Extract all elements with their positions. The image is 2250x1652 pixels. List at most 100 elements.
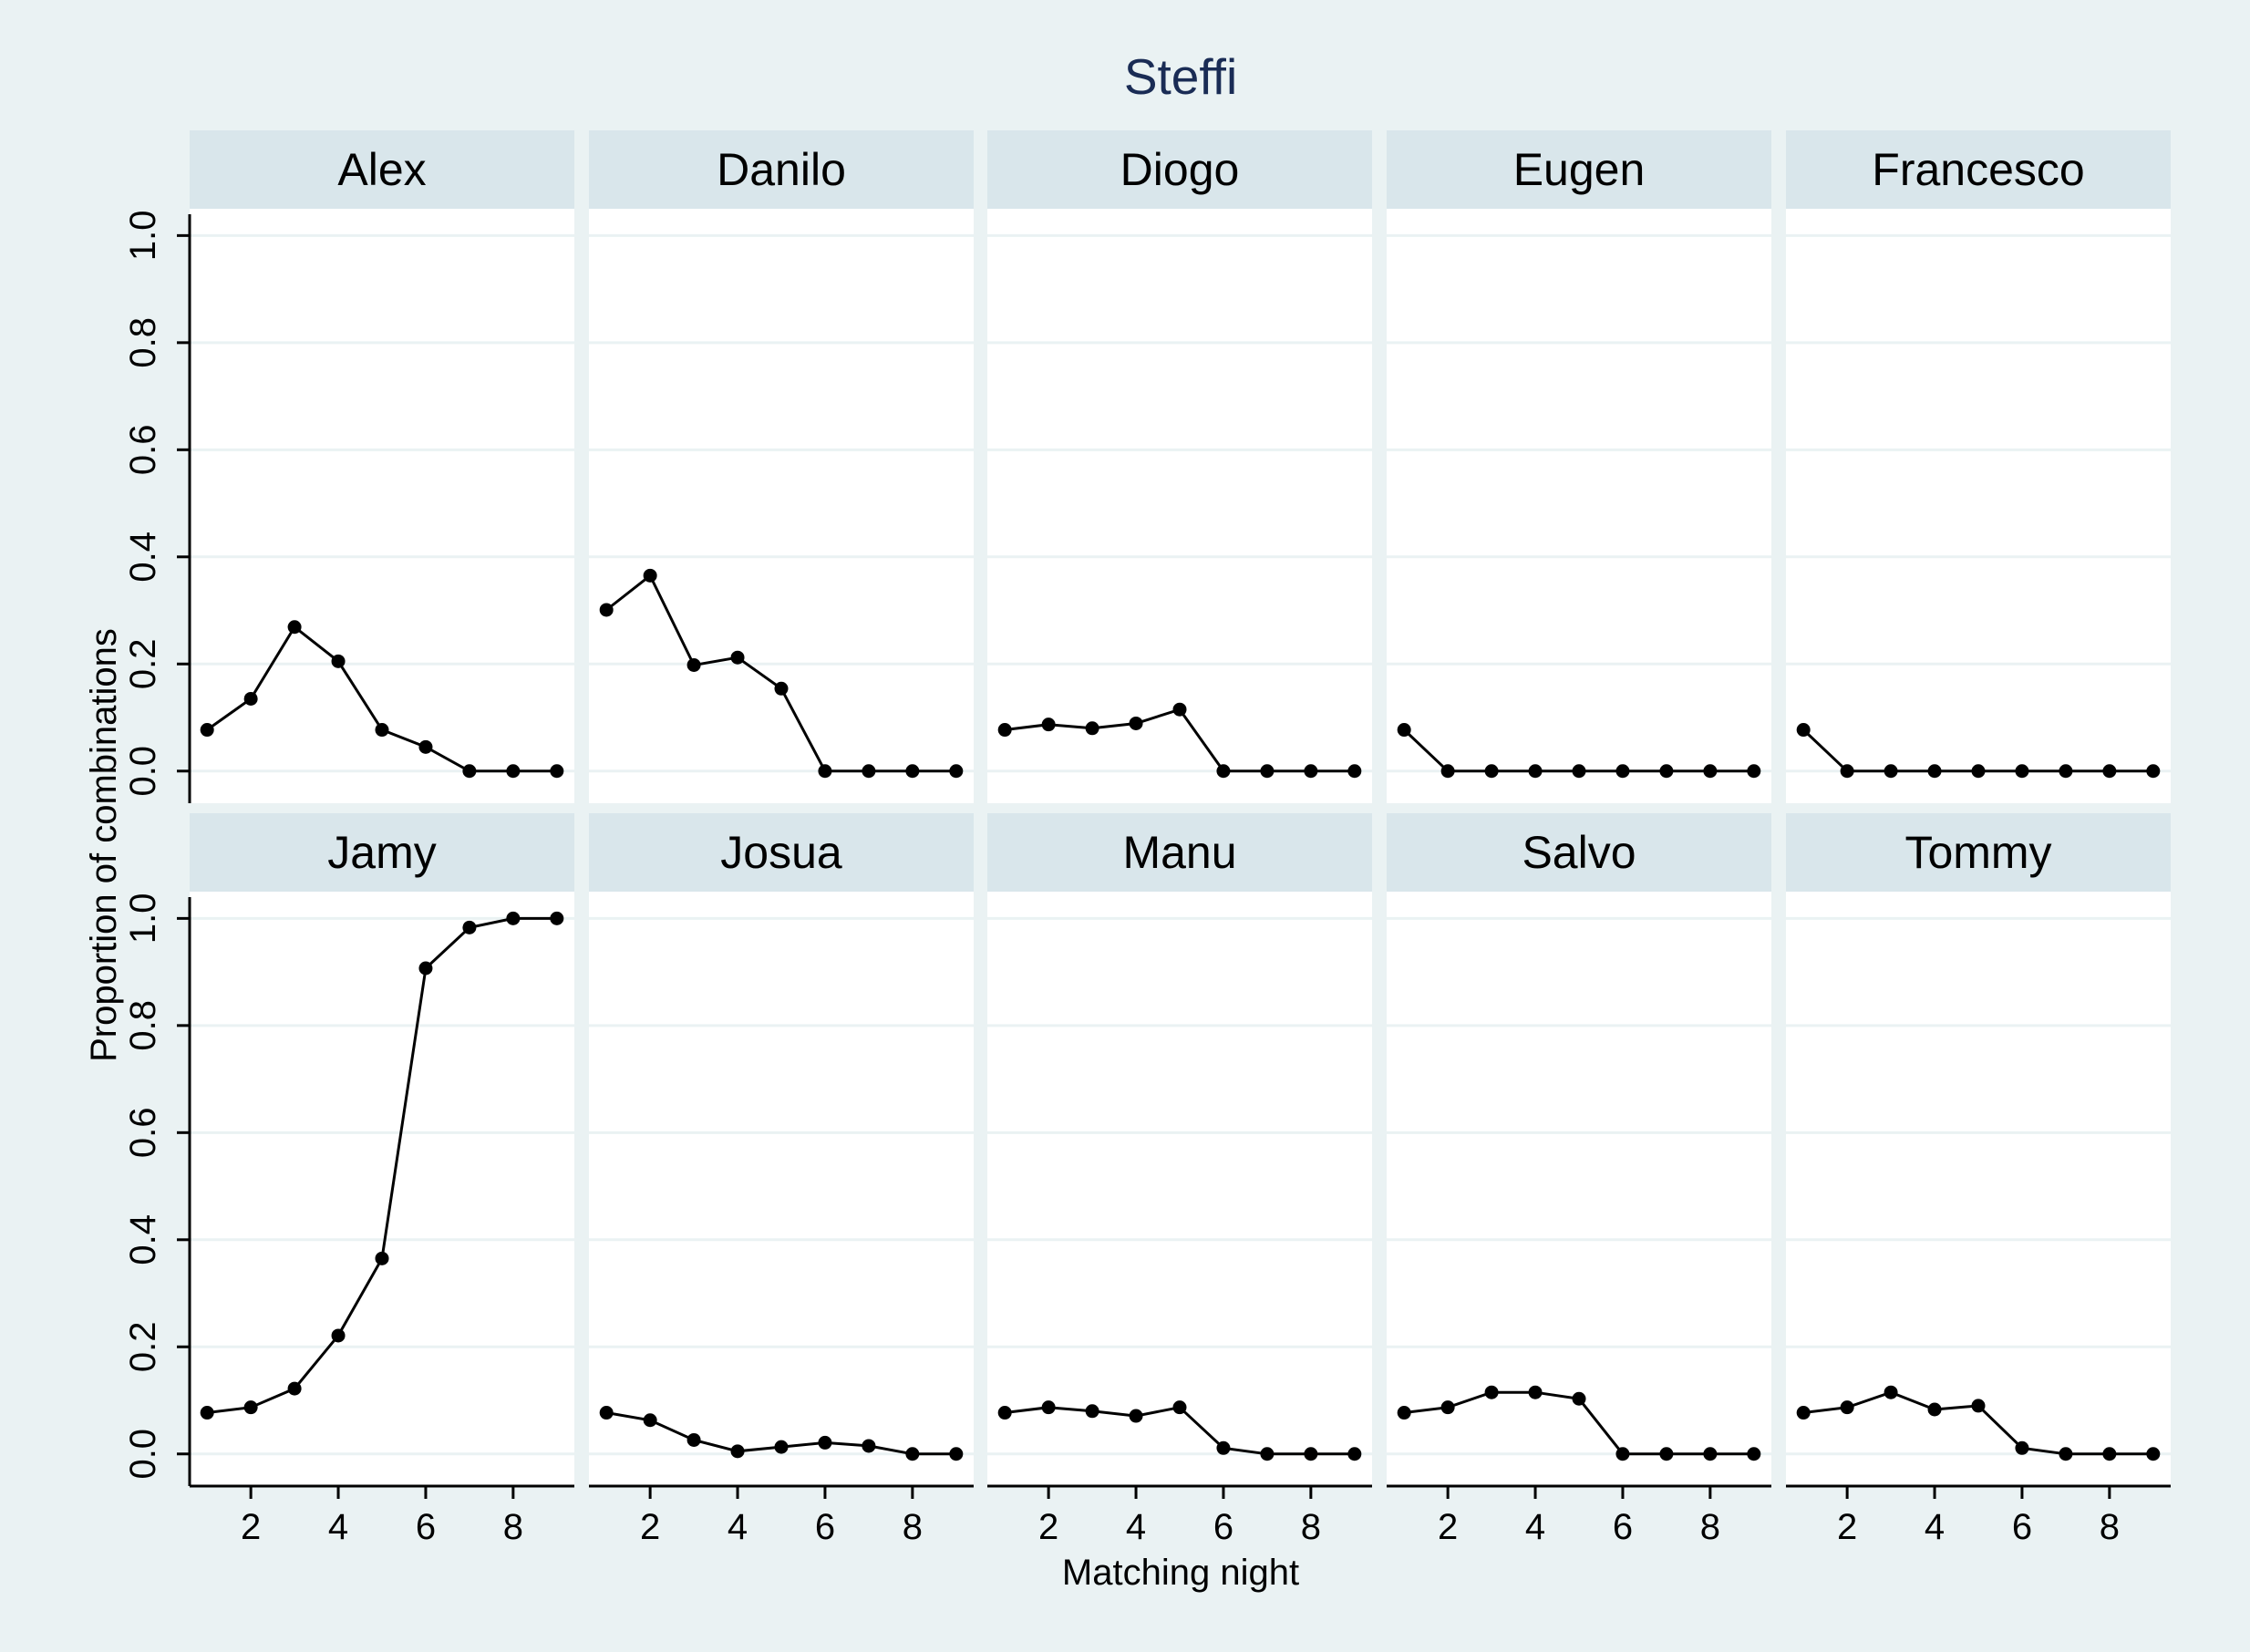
- x-tick-label: 4: [328, 1507, 348, 1547]
- data-point: [375, 1251, 389, 1265]
- data-point: [2015, 1440, 2029, 1455]
- data-point: [2059, 764, 2073, 779]
- data-point: [1572, 764, 1586, 779]
- panel-title: Tommy: [1904, 827, 2051, 878]
- data-point: [730, 1444, 745, 1459]
- panels-group: Alex Danilo Diogo Eugen Francesco Jamy Josua Ma…: [190, 130, 2171, 1486]
- data-point: [1304, 764, 1318, 779]
- data-point: [1397, 723, 1411, 738]
- data-point: [1971, 764, 1986, 779]
- x-tick-label: 6: [416, 1507, 436, 1547]
- data-point: [331, 1328, 346, 1343]
- data-point: [375, 723, 389, 738]
- panel-title: Jamy: [327, 827, 436, 878]
- data-point: [550, 911, 564, 925]
- y-tick-label: 0.8: [123, 317, 163, 368]
- data-point: [905, 764, 920, 779]
- x-tick-label: 4: [1525, 1507, 1545, 1547]
- data-point: [506, 764, 521, 779]
- data-point: [1085, 1404, 1099, 1419]
- data-point: [1528, 1385, 1543, 1399]
- chart-title: Steffi: [1124, 48, 1237, 105]
- data-point: [2015, 764, 2029, 779]
- x-tick-label: 8: [503, 1507, 523, 1547]
- x-tick-label: 2: [640, 1507, 660, 1547]
- x-tick-label: 6: [1613, 1507, 1633, 1547]
- data-point: [997, 723, 1012, 738]
- data-point: [949, 764, 964, 779]
- data-point: [287, 1381, 302, 1396]
- data-point: [1216, 1440, 1231, 1455]
- data-point: [243, 1400, 258, 1415]
- data-point: [1397, 1406, 1411, 1420]
- data-point: [997, 1406, 1012, 1420]
- data-point: [1484, 1385, 1499, 1399]
- y-tick-label: 0.6: [123, 425, 163, 476]
- x-tick-label: 4: [1925, 1507, 1945, 1547]
- data-point: [1884, 1385, 1898, 1399]
- y-axis-row-1: 0.0 0.2 0.4 0.6 0.8 1.0: [123, 211, 191, 803]
- data-point: [1484, 764, 1499, 779]
- data-point: [1659, 764, 1674, 779]
- data-point: [599, 1406, 614, 1420]
- data-point: [200, 723, 214, 738]
- x-tick-label: 2: [1038, 1507, 1058, 1547]
- data-point: [1085, 721, 1099, 736]
- data-point: [550, 764, 564, 779]
- data-point: [1172, 702, 1187, 717]
- plot-area: [589, 209, 974, 803]
- data-point: [1260, 764, 1275, 779]
- data-point: [1659, 1447, 1674, 1461]
- data-point: [1747, 1447, 1761, 1461]
- panel-alex: Alex: [190, 130, 574, 803]
- data-point: [643, 1413, 657, 1428]
- y-tick-label: 0.2: [123, 638, 163, 689]
- data-point: [1747, 764, 1761, 779]
- data-point: [462, 920, 477, 934]
- y-tick-label: 1.0: [123, 893, 163, 945]
- x-tick-label: 6: [815, 1507, 835, 1547]
- data-point: [1172, 1400, 1187, 1415]
- data-point: [200, 1406, 214, 1420]
- data-point: [2146, 764, 2161, 779]
- data-point: [1703, 1447, 1718, 1461]
- panel-header: [987, 813, 1372, 892]
- data-point: [506, 911, 521, 925]
- panel-jamy: Jamy: [190, 813, 574, 1486]
- y-tick-label: 0.4: [123, 1214, 163, 1265]
- plot-area: [1387, 209, 1771, 803]
- x-tick-label: 8: [1301, 1507, 1321, 1547]
- x-tick-label: 4: [728, 1507, 748, 1547]
- panel-header: [1786, 130, 2171, 209]
- data-point: [287, 620, 302, 635]
- data-point: [2059, 1447, 2073, 1461]
- data-point: [2102, 1447, 2117, 1461]
- data-point: [2146, 1447, 2161, 1461]
- data-point: [1041, 1400, 1056, 1415]
- data-point: [862, 1439, 876, 1453]
- data-point: [1440, 764, 1455, 779]
- plot-area: [589, 892, 974, 1486]
- data-point: [1440, 1400, 1455, 1415]
- x-tick-label: 8: [903, 1507, 923, 1547]
- y-tick-label: 0.8: [123, 1000, 163, 1051]
- data-point: [774, 681, 789, 696]
- panel-header: [589, 813, 974, 892]
- x-axis-col-4: 2 4 6 8: [1387, 1484, 1771, 1547]
- panel-title: Alex: [337, 144, 426, 195]
- y-axis-title: Proportion of combinations: [84, 628, 124, 1062]
- panel-title: Josua: [720, 827, 842, 878]
- data-point: [1615, 764, 1630, 779]
- data-point: [418, 961, 433, 976]
- y-tick-label: 0.6: [123, 1108, 163, 1159]
- panel-header: [190, 813, 574, 892]
- data-point: [862, 764, 876, 779]
- panel-header: [1387, 813, 1771, 892]
- panel-title: Diogo: [1120, 144, 1240, 195]
- data-point: [331, 654, 346, 668]
- x-tick-label: 4: [1126, 1507, 1146, 1547]
- panel-title: Eugen: [1513, 144, 1646, 195]
- data-point: [1572, 1391, 1586, 1406]
- x-axis-title: Matching night: [1062, 1553, 1299, 1593]
- data-point: [1304, 1447, 1318, 1461]
